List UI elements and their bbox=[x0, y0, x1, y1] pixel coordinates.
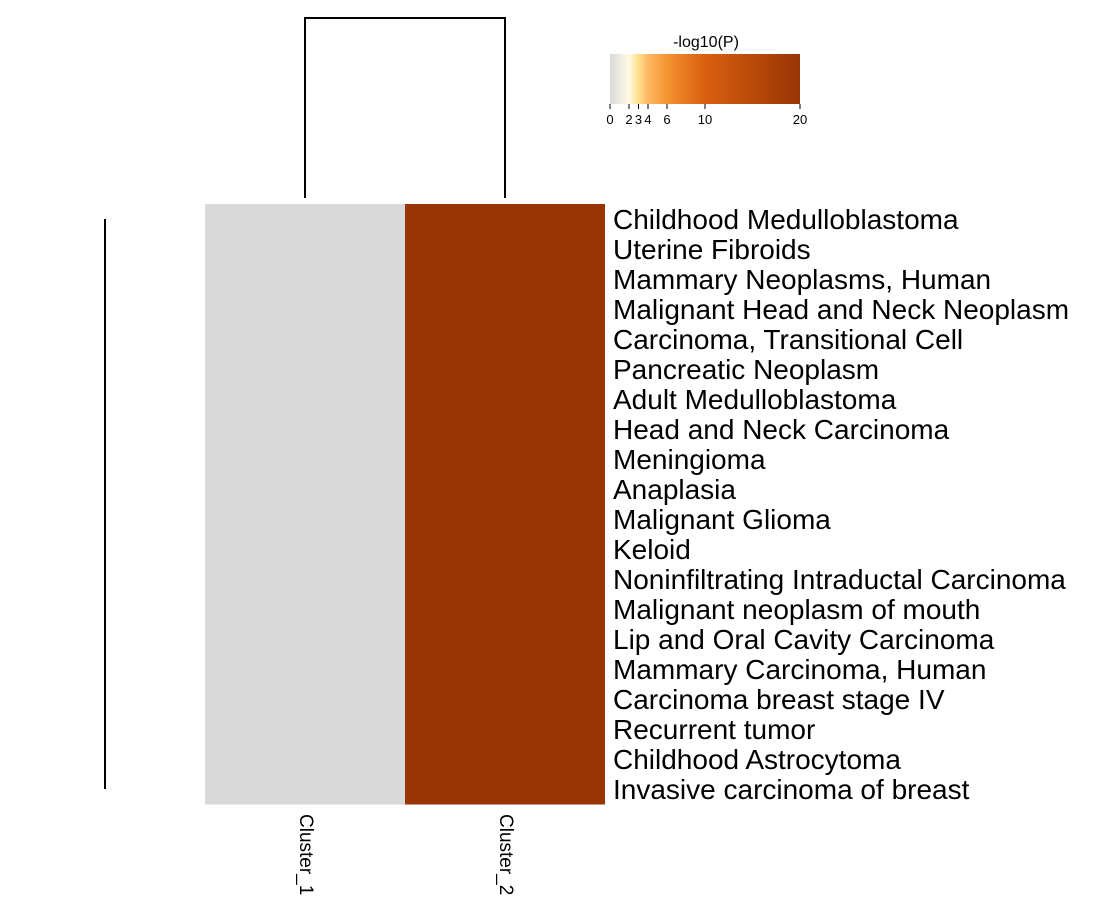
column-labels: Cluster_1 Cluster_2 bbox=[295, 814, 516, 895]
colorbar-legend: -log10(P) 0 2 3 4 6 10 20 bbox=[606, 34, 807, 127]
column-label: Cluster_1 bbox=[295, 814, 316, 895]
heatmap-cell bbox=[205, 654, 405, 685]
colorbar-tick-label: 10 bbox=[698, 112, 712, 127]
colorbar-tick-label: 3 bbox=[635, 112, 642, 127]
heatmap-cell bbox=[205, 594, 405, 625]
row-label: Noninfiltrating Intraductal Carcinoma bbox=[613, 564, 1066, 595]
heatmap-cell bbox=[405, 234, 605, 265]
row-label: Anaplasia bbox=[613, 474, 736, 505]
row-label: Lip and Oral Cavity Carcinoma bbox=[613, 624, 995, 655]
heatmap-cell bbox=[405, 324, 605, 355]
row-label: Head and Neck Carcinoma bbox=[613, 414, 950, 445]
heatmap-cell bbox=[405, 354, 605, 385]
heatmap-cell bbox=[205, 714, 405, 745]
heatmap-cell bbox=[205, 294, 405, 325]
row-label: Carcinoma, Transitional Cell bbox=[613, 324, 963, 355]
row-label: Mammary Carcinoma, Human bbox=[613, 654, 986, 685]
colorbar-gradient bbox=[610, 54, 800, 104]
heatmap-cell bbox=[405, 294, 605, 325]
heatmap-cell bbox=[405, 654, 605, 685]
colorbar-tick-label: 2 bbox=[625, 112, 632, 127]
heatmap-cell bbox=[205, 774, 405, 805]
row-label: Keloid bbox=[613, 534, 691, 565]
row-label: Childhood Astrocytoma bbox=[613, 744, 901, 775]
heatmap-cell bbox=[405, 384, 605, 415]
heatmap-cell bbox=[405, 564, 605, 595]
heatmap-cell bbox=[405, 264, 605, 295]
heatmap-cell bbox=[405, 444, 605, 475]
heatmap-cell bbox=[205, 684, 405, 715]
heatmap-cell bbox=[205, 564, 405, 595]
colorbar-tick-label: 0 bbox=[606, 112, 613, 127]
row-label: Malignant neoplasm of mouth bbox=[613, 594, 980, 625]
heatmap-cell bbox=[205, 444, 405, 475]
column-dendrogram-branch bbox=[304, 17, 506, 198]
row-label: Recurrent tumor bbox=[613, 714, 815, 745]
heatmap-cell bbox=[405, 714, 605, 745]
row-label: Malignant Head and Neck Neoplasm bbox=[613, 294, 1069, 325]
heatmap-cell bbox=[405, 744, 605, 775]
heatmap-cell bbox=[405, 474, 605, 505]
row-label: Childhood Medulloblastoma bbox=[613, 204, 959, 235]
colorbar-tick-label: 20 bbox=[793, 112, 807, 127]
heatmap-cell bbox=[405, 504, 605, 535]
heatmap-cell bbox=[405, 534, 605, 565]
row-label: Malignant Glioma bbox=[613, 504, 831, 535]
colorbar-tick-label: 4 bbox=[644, 112, 651, 127]
heatmap-cells bbox=[205, 204, 605, 805]
heatmap-cell bbox=[405, 594, 605, 625]
heatmap-cell bbox=[205, 744, 405, 775]
heatmap-cell bbox=[405, 684, 605, 715]
heatmap-cell bbox=[405, 774, 605, 805]
row-label: Adult Medulloblastoma bbox=[613, 384, 897, 415]
heatmap-cell bbox=[405, 414, 605, 445]
row-label: Carcinoma breast stage IV bbox=[613, 684, 945, 715]
colorbar-title: -log10(P) bbox=[673, 34, 739, 51]
heatmap-cell bbox=[205, 324, 405, 355]
heatmap-cell bbox=[205, 504, 405, 535]
column-dendrogram bbox=[304, 17, 506, 198]
colorbar-ticks: 0 2 3 4 6 10 20 bbox=[606, 104, 807, 127]
row-label: Uterine Fibroids bbox=[613, 234, 811, 265]
row-label: Meningioma bbox=[613, 444, 766, 475]
heatmap-cell bbox=[205, 264, 405, 295]
heatmap-cell bbox=[205, 414, 405, 445]
heatmap-cell bbox=[405, 624, 605, 655]
heatmap-cell bbox=[205, 354, 405, 385]
heatmap-cell bbox=[405, 204, 605, 235]
heatmap-cell bbox=[205, 534, 405, 565]
row-label: Invasive carcinoma of breast bbox=[613, 774, 970, 805]
row-label: Mammary Neoplasms, Human bbox=[613, 264, 991, 295]
heatmap-cell bbox=[205, 384, 405, 415]
row-label: Pancreatic Neoplasm bbox=[613, 354, 879, 385]
column-label: Cluster_2 bbox=[495, 814, 516, 895]
heatmap-cell bbox=[205, 624, 405, 655]
colorbar-tick-label: 6 bbox=[663, 112, 670, 127]
heatmap-cell bbox=[205, 474, 405, 505]
heatmap-cell bbox=[205, 234, 405, 265]
heatmap-cell bbox=[205, 204, 405, 235]
